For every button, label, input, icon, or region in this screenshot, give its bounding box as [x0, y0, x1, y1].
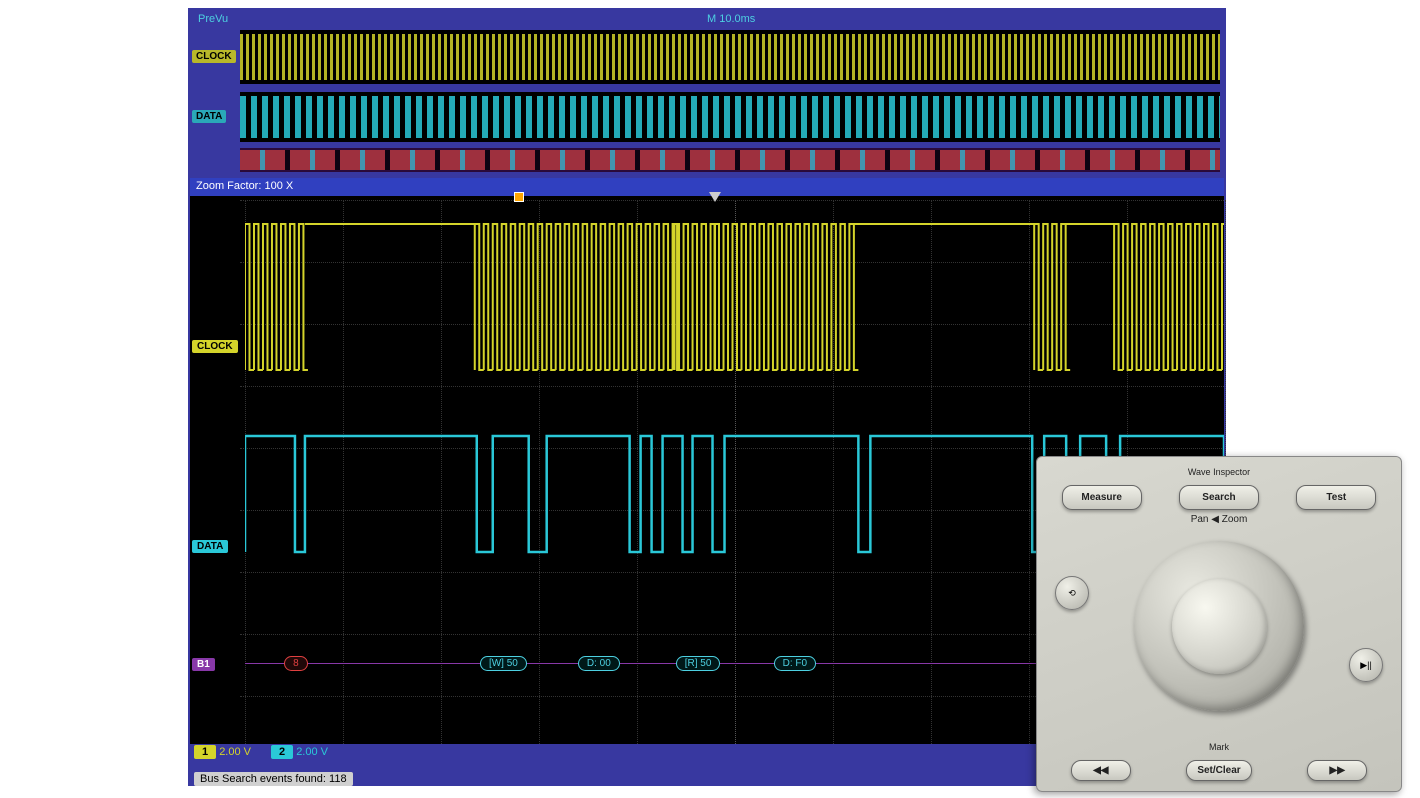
set-clear-mark-button[interactable]: Set/Clear — [1186, 760, 1251, 781]
bus-label: B1 — [192, 658, 215, 671]
main-timebase: M 10.0ms — [707, 13, 755, 25]
decode-packet: D: 00 — [578, 656, 620, 671]
prev-mark-button[interactable]: ◀◀ — [1071, 760, 1131, 781]
wave-inspector-panel: Wave Inspector Measure Search Test Pan ◀ Z… — [1036, 456, 1402, 792]
decode-packet: D: F0 — [774, 656, 816, 671]
ch1-scale: 2.00 V — [219, 746, 251, 758]
test-button[interactable]: Test — [1296, 485, 1376, 510]
pan-zoom-knob-area: Pan ◀ Zoom ⟲ ▶|| — [1047, 518, 1391, 734]
play-pause-button[interactable]: ▶|| — [1349, 648, 1383, 682]
search-button[interactable]: Search — [1179, 485, 1259, 510]
decode-packet: [R] 50 — [676, 656, 721, 671]
pan-zoom-label: Pan ◀ Zoom — [1047, 514, 1391, 525]
ch2-data-label: DATA — [192, 540, 228, 553]
overview-data-wave — [240, 92, 1220, 142]
zoom-toggle-button[interactable]: ⟲ — [1055, 576, 1089, 610]
overview-decode-strip — [240, 148, 1220, 172]
zoom-knob-inner[interactable] — [1172, 579, 1267, 674]
mark-section-label: Mark — [1047, 742, 1391, 752]
next-mark-button[interactable]: ▶▶ — [1307, 760, 1367, 781]
ch1-indicator: 1 — [194, 745, 216, 759]
decode-packet: 8 — [284, 656, 308, 671]
overview-ch1-label: CLOCK — [192, 50, 236, 63]
acquisition-mode: PreVu — [198, 13, 228, 25]
panel-title: Wave Inspector — [1047, 467, 1391, 477]
overview-panel: CLOCK DATA — [190, 28, 1224, 178]
ch2-indicator: 2 — [271, 745, 293, 759]
search-marker[interactable] — [709, 192, 721, 202]
clock-waveform — [245, 210, 1224, 380]
zoom-factor-text: Zoom Factor: 100 X — [196, 180, 293, 192]
overview-clock-wave — [240, 30, 1220, 84]
ch1-clock-label: CLOCK — [192, 340, 238, 353]
zoom-factor-bar: Zoom Factor: 100 X — [190, 178, 1224, 196]
top-status-bar: PreVu M 10.0ms — [190, 10, 1224, 28]
pan-knob-outer[interactable] — [1134, 541, 1304, 711]
ch2-scale: 2.00 V — [296, 746, 328, 758]
search-result-text: Bus Search events found: 118 — [194, 772, 353, 786]
measure-button[interactable]: Measure — [1062, 485, 1142, 510]
trigger-marker[interactable] — [514, 192, 524, 202]
decode-packet: [W] 50 — [480, 656, 527, 671]
overview-ch2-label: DATA — [192, 110, 226, 123]
